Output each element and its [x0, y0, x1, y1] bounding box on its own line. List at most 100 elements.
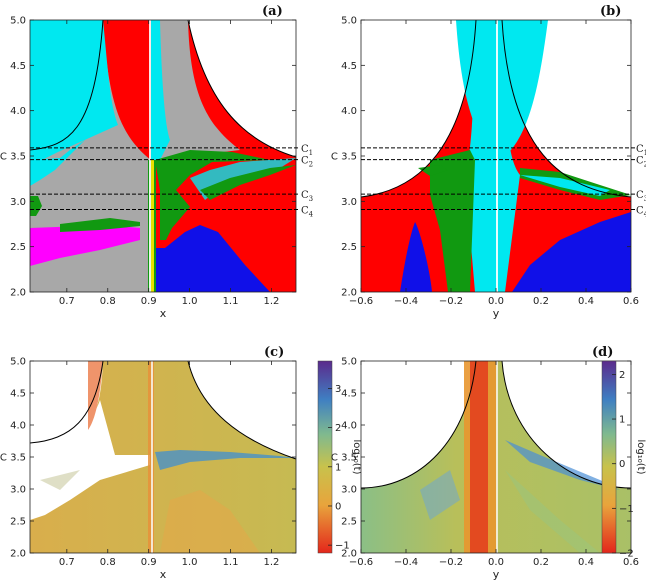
x-axis-label: x — [160, 568, 167, 581]
panel-b-regions — [361, 20, 631, 292]
c-level-label: C4 — [636, 205, 646, 218]
y-tick-label: 3.0 — [10, 197, 26, 208]
ticks-d: −0.6 −0.4 −0.2 0.0 0.2 0.4 0.6 2.0 2.5 3.0 C 3.5 4.… — [331, 345, 639, 581]
strip-red — [470, 361, 488, 553]
c-level-label: C1 — [636, 144, 646, 157]
colorbar-tick-label: 3 — [335, 384, 341, 395]
y-tick-label: 3.0 — [341, 197, 357, 208]
region-cyan-streak — [520, 175, 610, 196]
zvc-right — [187, 19, 297, 158]
panel-d: −0.6 −0.4 −0.2 0.0 0.2 0.4 0.6 2.0 2.5 3.0 C 3.5 4.… — [331, 345, 639, 581]
x-tick-label: −0.4 — [394, 557, 418, 568]
x-tick-label: 0.2 — [533, 296, 549, 307]
region-cyan-small — [30, 140, 85, 186]
y-tick-label: 4.5 — [10, 61, 26, 72]
y-tick-label: 4.5 — [10, 389, 26, 400]
x-tick-label: −0.2 — [439, 296, 463, 307]
panel-c: 0.7 0.8 0.9 1.0 1.1 1.2 2.0 2.5 3.0 C 3.5 4.0 4.5 5.… — [0, 345, 362, 581]
y-tick-label: 5.0 — [341, 357, 357, 368]
y-tick-label: 4.0 — [10, 106, 26, 117]
y-tick-label: C 3.5 — [331, 152, 357, 163]
c-level-label: C3 — [636, 190, 646, 203]
c-level-label: C2 — [301, 156, 313, 169]
panel-a-regions — [30, 20, 296, 292]
x-tick-label: −0.6 — [349, 557, 373, 568]
y-tick-label: 5.0 — [341, 16, 357, 27]
x-tick-label: 0.2 — [533, 557, 549, 568]
x-tick-label: 1.1 — [223, 557, 239, 568]
y-tick-label: 2.0 — [341, 549, 357, 560]
x-axis-label: x — [160, 307, 167, 320]
zvc-right — [501, 19, 632, 198]
region-forbidden-left — [361, 20, 476, 197]
y-tick-label: 4.5 — [341, 389, 357, 400]
x-tick-label: 1.0 — [182, 557, 198, 568]
region-green-left — [60, 218, 140, 232]
zvc-left — [360, 19, 477, 198]
x-tick-label: 0.9 — [141, 557, 157, 568]
x-tick-label: 1.2 — [263, 296, 279, 307]
region-forbidden-right — [188, 361, 296, 459]
colorbar-tick-label: 1 — [335, 462, 341, 473]
x-tick-label: −0.4 — [394, 296, 418, 307]
c-level-label: C1 — [301, 144, 313, 157]
zvc-left — [360, 360, 477, 489]
y-tick-label: 4.5 — [341, 61, 357, 72]
region-blue-right — [512, 212, 631, 292]
x-tick-label: 0.0 — [488, 557, 504, 568]
y-tick-label: C 3.5 — [0, 152, 26, 163]
c-level-label: C4 — [301, 205, 314, 218]
c-level-label: C2 — [636, 156, 646, 169]
region-blue — [152, 225, 270, 292]
panel-label: (d) — [592, 345, 613, 360]
x-tick-label: 1.1 — [223, 296, 239, 307]
y-tick-label: 2.0 — [341, 288, 357, 299]
x-tick-label: 0.4 — [578, 296, 594, 307]
colorbar-tick-label: 0 — [335, 501, 341, 512]
y-tick-label: 5.0 — [10, 357, 26, 368]
colorbar-label: log₁₀(t) — [351, 440, 362, 475]
y-tick-label: C 3.5 — [331, 453, 357, 464]
ticks-c: 0.7 0.8 0.9 1.0 1.1 1.2 2.0 2.5 3.0 C 3.5 4.0 4.5 5.… — [0, 345, 296, 581]
x-axis-label: y — [493, 307, 500, 320]
y-tick-label: 2.0 — [10, 549, 26, 560]
panel-d-regions — [361, 361, 631, 553]
x-tick-label: 1.0 — [182, 296, 198, 307]
y-tick-label: 3.0 — [10, 485, 26, 496]
region-forbidden-left — [361, 361, 476, 488]
region-green-streak — [200, 165, 296, 200]
region-forbidden — [188, 20, 296, 157]
y-tick-label: 4.0 — [341, 106, 357, 117]
x-tick-label: 1.2 — [263, 557, 279, 568]
panel-label: (b) — [600, 4, 621, 19]
region-forbidden-right — [502, 361, 631, 488]
region-magenta — [30, 225, 140, 266]
x-tick-label: 0.8 — [100, 557, 116, 568]
y-tick-label: 2.5 — [10, 517, 26, 528]
x-tick-label: 0.6 — [623, 296, 639, 307]
zvc-right — [187, 360, 297, 460]
ticks-b: −0.6 −0.4 −0.2 0.0 0.2 0.4 0.6 2.0 2.5 3.0 C 3.5 4.… — [331, 4, 639, 320]
colorbar-c-ticks: −1 0 1 2 3 log₁₀(t) — [328, 384, 362, 552]
region-forbidden-right — [361, 20, 631, 197]
region-green — [430, 150, 475, 292]
panel-label: (a) — [262, 4, 283, 19]
region-yellow-strip — [151, 160, 154, 292]
x-tick-label: 0.7 — [59, 296, 75, 307]
zvc-left — [29, 360, 104, 444]
colorbar-tick-label: 2 — [335, 423, 341, 434]
x-tick-label: −0.6 — [349, 296, 373, 307]
region-blue-left — [400, 222, 432, 292]
ticks-a: 0.7 0.8 0.9 1.0 1.1 1.2 2.0 2.5 3.0 C 3.5 4.0 4.5 5.… — [0, 4, 296, 320]
c-level-label: C3 — [301, 190, 313, 203]
region-gray-right — [151, 20, 240, 160]
region-blue-streak — [155, 450, 296, 470]
y-tick-label: 3.0 — [341, 485, 357, 496]
region-forbidden-left — [30, 361, 103, 443]
region-cyan-right — [151, 20, 170, 160]
